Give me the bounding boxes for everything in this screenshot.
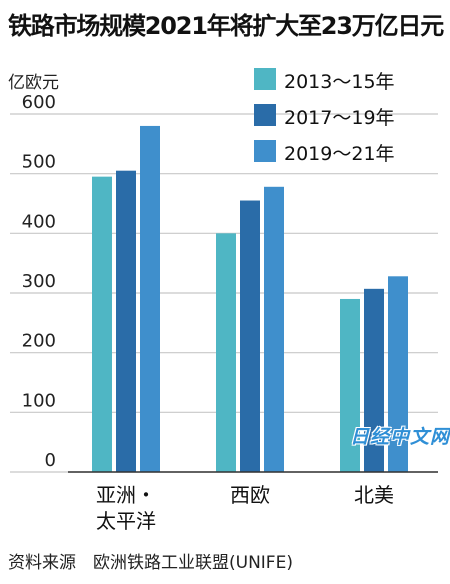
bar	[340, 298, 360, 472]
x-tick-label: 亚洲・	[96, 483, 156, 507]
chart-title: 铁路市场规模2021年将扩大至23万亿日元	[8, 12, 444, 40]
bar	[140, 125, 160, 472]
x-tick-label: 太平洋	[96, 509, 156, 533]
legend-label: 2017～19年	[284, 107, 395, 129]
y-tick-label: 0	[45, 450, 56, 471]
bar	[92, 176, 112, 472]
source-note: 资料来源 欧洲铁路工业联盟(UNIFE)	[8, 553, 293, 573]
y-tick-label: 600	[22, 92, 56, 113]
bar	[116, 170, 136, 472]
bar	[388, 276, 408, 472]
watermark-logo: 日经中文网	[350, 426, 450, 448]
y-tick-label: 500	[22, 152, 56, 173]
bar	[264, 186, 284, 472]
y-tick-label: 400	[22, 211, 56, 232]
y-axis-unit-label: 亿欧元	[8, 73, 59, 93]
x-tick-label: 北美	[354, 483, 394, 507]
legend-label: 2019～21年	[284, 143, 395, 165]
legend-swatch	[254, 140, 276, 162]
x-tick-label: 西欧	[230, 483, 270, 507]
legend-swatch	[254, 104, 276, 126]
bar	[216, 233, 236, 472]
y-tick-label: 300	[22, 271, 56, 292]
legend-label: 2013～15年	[284, 71, 395, 93]
y-tick-label: 100	[22, 390, 56, 411]
y-tick-label: 200	[22, 331, 56, 352]
bar	[364, 288, 384, 472]
bar	[240, 200, 260, 472]
legend-swatch	[254, 68, 276, 90]
